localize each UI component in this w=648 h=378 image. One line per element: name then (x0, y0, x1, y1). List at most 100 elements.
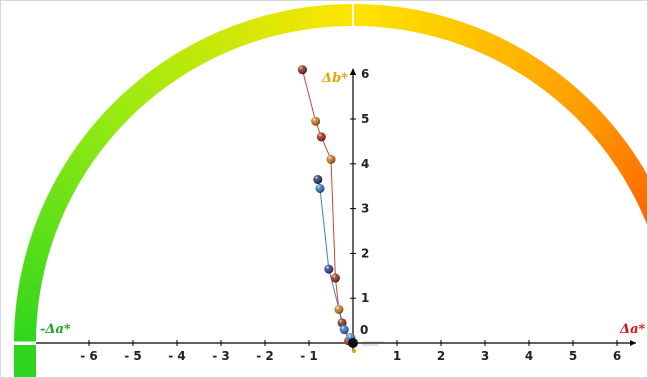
hue-arc-segment (410, 9, 425, 34)
hue-arc-segment (16, 288, 41, 302)
hue-arc-segment (25, 245, 50, 261)
y-tick-labels: 1 2 3 4 5 6 (350, 67, 369, 305)
data-point-shade (326, 154, 336, 164)
hue-arc-segment (132, 78, 155, 102)
hue-arc-segment (101, 108, 124, 131)
x-axis-negative-label: -Δa* (40, 322, 71, 337)
hue-arc-segment (443, 17, 459, 42)
y-axis-arrow (350, 68, 356, 75)
hue-arc-segment (588, 116, 612, 138)
y-tick-label: 2 (361, 246, 369, 260)
data-point-shade (330, 273, 340, 283)
hue-arc-segment (273, 11, 289, 35)
hue-arc-segment (474, 29, 492, 54)
origin-marker (348, 338, 384, 353)
hue-arc-segment (78, 135, 103, 157)
hue-arc-segment (618, 158, 643, 179)
x-tick-label: - 6 (80, 349, 98, 363)
hue-arc-segment (55, 172, 79, 192)
x-tick-label: 1 (393, 349, 401, 363)
hue-arc-segment (119, 90, 142, 114)
data-point-shade (324, 264, 334, 274)
series-lines (301, 69, 352, 341)
hue-arc-segment (308, 5, 321, 29)
hue-arc-segment (27, 237, 52, 253)
hue-arc-segment (239, 20, 256, 45)
hue-arc-segment (23, 254, 48, 270)
hue-arc-segment (248, 17, 264, 42)
hue-arc-segment (36, 212, 61, 230)
y-tick-label: 1 (361, 291, 369, 305)
x-tick-label: 6 (613, 349, 621, 363)
hue-arc-segment (458, 23, 476, 48)
hue-arc-segment (489, 37, 508, 61)
y-tick-label: 6 (361, 67, 369, 81)
axes (36, 68, 636, 350)
hue-arc-segment (160, 58, 182, 82)
x-axis-label: Δa* (619, 322, 646, 337)
data-point-shade (315, 183, 325, 193)
series-points (297, 65, 356, 346)
hue-arc-segment (627, 173, 648, 193)
hue-arc-segment (609, 143, 633, 165)
hue-arc-segment (63, 157, 88, 178)
hue-arc-segment (73, 142, 98, 164)
hue-arc-segment (631, 182, 648, 200)
x-tick-label: - 2 (256, 349, 274, 363)
hue-arc-segment (450, 20, 468, 45)
hue-arc-segment (435, 15, 451, 40)
x-tick-label: - 3 (212, 349, 230, 363)
hue-arc-segment (539, 68, 561, 93)
hue-arc-segment (418, 11, 434, 35)
hue-arc-segment (623, 165, 648, 186)
hue-arc-segment (33, 220, 58, 238)
hue-arc-segment (386, 5, 399, 29)
origin-dot (348, 338, 358, 348)
hue-arc-segment (215, 29, 233, 54)
hue-arc-segment (282, 9, 297, 33)
hue-arc (12, 2, 648, 378)
hue-arc-segment (525, 58, 546, 83)
hue-arc-segment (299, 6, 313, 30)
x-tick-label: 4 (525, 349, 533, 363)
hue-arc-segment (168, 53, 189, 78)
hue-arc-segment (582, 109, 606, 132)
hue-arc-segment (15, 306, 38, 319)
hue-arc-segment (369, 4, 381, 28)
hue-arc-segment (95, 115, 119, 138)
hue-arc-segment (126, 84, 148, 108)
hue-arc-segment (47, 188, 71, 207)
hue-arc-segment (545, 74, 568, 98)
hue-arc-segment (199, 36, 218, 61)
hue-arc-segment (18, 280, 42, 294)
hue-arc-segment (265, 13, 280, 37)
origin-small-dot (352, 349, 356, 353)
hue-arc-segment (30, 228, 55, 246)
hue-arc-segment (466, 26, 484, 51)
hue-arc-segment (496, 40, 516, 65)
hue-arc-segment (175, 48, 196, 73)
hue-arc-segment (19, 271, 44, 286)
hue-arc-segment (21, 262, 45, 278)
y-axis-label: Δb* (321, 71, 348, 86)
hue-arc-segment (518, 53, 539, 78)
y-tick-label: 3 (361, 202, 369, 216)
hue-arc-segment (599, 129, 623, 151)
x-tick-labels: - 6 - 5 - 4 - 3 - 2 - 1 1 2 3 4 5 6 (80, 340, 621, 363)
hue-arc-segment (604, 136, 628, 158)
y-tick-label: 4 (361, 157, 369, 171)
origin-label: 0 (360, 323, 368, 337)
hue-arc-segment (577, 103, 600, 126)
hue-arc-segment (50, 180, 75, 200)
hue-arc-segment (326, 4, 338, 27)
hue-arc-segment (394, 6, 408, 31)
hue-arc-segment (231, 23, 249, 48)
hue-arc-segment (89, 122, 113, 144)
x-axis-arrow (630, 340, 636, 346)
hue-arc-segment (153, 63, 175, 87)
x-tick-label: 2 (437, 349, 445, 363)
hue-arc-segment (107, 102, 130, 125)
data-point-shade (313, 174, 323, 184)
data-point-shade (316, 132, 326, 142)
